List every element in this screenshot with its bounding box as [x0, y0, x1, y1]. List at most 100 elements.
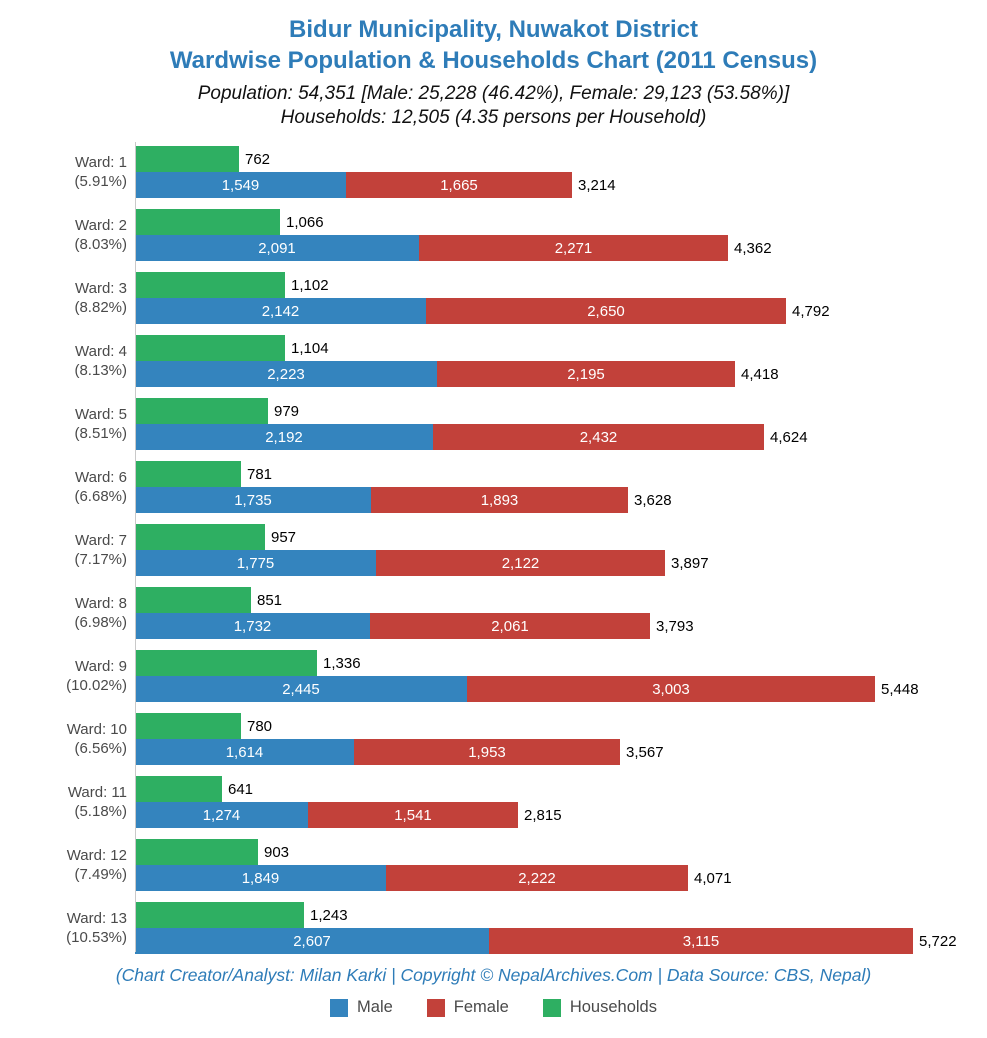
ward-row: Ward: 2 (8.03%) 1,066 2,091 2,271 4,362 [0, 209, 987, 261]
female-bar-segment: 1,665 [346, 172, 572, 198]
ward-percent-label: (10.53%) [66, 929, 127, 946]
households-bar [135, 272, 285, 298]
total-value-label: 4,418 [741, 365, 779, 383]
ward-percent-label: (6.56%) [74, 740, 127, 757]
plot-area: Ward: 1 (5.91%) 762 1,549 1,665 3,214 Ward: 2 (… [0, 146, 987, 954]
male-bar-segment: 1,849 [135, 865, 386, 891]
y-axis-label: Ward: 12 (7.49%) [0, 846, 135, 884]
ward-percent-label: (8.13%) [74, 362, 127, 379]
ward-bar-group: 1,066 2,091 2,271 4,362 [135, 209, 987, 261]
male-value-label: 1,614 [225, 743, 264, 761]
total-value-label: 4,624 [770, 428, 808, 446]
chart-subtitle: Population: 54,351 [Male: 25,228 (46.42%… [0, 82, 987, 130]
female-bar-segment: 3,003 [467, 676, 875, 702]
households-bar [135, 713, 241, 739]
female-bar-segment: 2,195 [437, 361, 735, 387]
y-axis-label: Ward: 8 (6.98%) [0, 594, 135, 632]
male-value-label: 1,274 [202, 806, 241, 824]
ward-row: Ward: 3 (8.82%) 1,102 2,142 2,650 4,792 [0, 272, 987, 324]
y-axis-label: Ward: 10 (6.56%) [0, 720, 135, 758]
ward-percent-label: (6.68%) [74, 488, 127, 505]
male-bar-segment: 1,614 [135, 739, 354, 765]
female-bar-segment: 2,650 [426, 298, 786, 324]
y-axis-label: Ward: 2 (8.03%) [0, 216, 135, 254]
ward-bar-group: 781 1,735 1,893 3,628 [135, 461, 987, 513]
ward-row: Ward: 12 (7.49%) 903 1,849 2,222 4,071 [0, 839, 987, 891]
y-axis-label: Ward: 1 (5.91%) [0, 153, 135, 191]
population-bar-line: 2,223 2,195 4,418 [135, 361, 987, 387]
ward-row: Ward: 11 (5.18%) 641 1,274 1,541 2,815 [0, 776, 987, 828]
ward-name-label: Ward: 13 [66, 910, 127, 927]
households-bar [135, 524, 265, 550]
ward-name-label: Ward: 2 [75, 217, 127, 234]
ward-bar-group: 1,104 2,223 2,195 4,418 [135, 335, 987, 387]
male-value-label: 1,735 [234, 491, 272, 509]
male-value-label: 2,223 [267, 365, 305, 383]
total-value-label: 3,897 [671, 554, 709, 572]
ward-percent-label: (5.91%) [74, 173, 127, 190]
total-value-label: 4,362 [734, 239, 772, 257]
ward-percent-label: (10.02%) [66, 677, 127, 694]
female-bar-segment: 3,115 [489, 928, 913, 954]
ward-row: Ward: 6 (6.68%) 781 1,735 1,893 3,628 [0, 461, 987, 513]
population-bar-line: 1,614 1,953 3,567 [135, 739, 987, 765]
ward-name-label: Ward: 12 [66, 847, 127, 864]
households-bar-line: 780 [135, 713, 987, 739]
households-bar [135, 902, 304, 928]
households-value-label: 780 [247, 717, 273, 735]
ward-percent-label: (8.03%) [74, 236, 127, 253]
total-value-label: 4,071 [694, 869, 732, 887]
total-value-label: 3,567 [626, 743, 664, 761]
population-bar-line: 1,775 2,122 3,897 [135, 550, 987, 576]
ward-percent-label: (7.17%) [74, 551, 127, 568]
female-value-label: 1,665 [440, 176, 478, 194]
male-bar-segment: 1,732 [135, 613, 370, 639]
households-value-label: 781 [247, 465, 273, 483]
female-swatch-icon [426, 998, 445, 1017]
households-bar-line: 957 [135, 524, 987, 550]
ward-bar-group: 780 1,614 1,953 3,567 [135, 713, 987, 765]
population-bar-line: 2,445 3,003 5,448 [135, 676, 987, 702]
female-bar-segment: 1,893 [371, 487, 628, 513]
ward-percent-label: (8.51%) [74, 425, 127, 442]
legend-item-female: Female [426, 998, 509, 1017]
ward-row: Ward: 13 (10.53%) 1,243 2,607 3,115 5,722 [0, 902, 987, 954]
male-bar-segment: 2,091 [135, 235, 419, 261]
households-bar-line: 1,102 [135, 272, 987, 298]
households-bar-line: 1,336 [135, 650, 987, 676]
ward-bar-group: 903 1,849 2,222 4,071 [135, 839, 987, 891]
households-bar-line: 1,243 [135, 902, 987, 928]
female-bar-segment: 2,122 [376, 550, 665, 576]
male-value-label: 1,775 [236, 554, 275, 572]
households-bar [135, 776, 222, 802]
ward-name-label: Ward: 8 [75, 595, 127, 612]
y-axis-label: Ward: 5 (8.51%) [0, 405, 135, 443]
households-bar [135, 335, 285, 361]
households-bar [135, 650, 317, 676]
legend-label-households: Households [569, 998, 657, 1016]
total-value-label: 2,815 [524, 806, 562, 824]
y-axis-label: Ward: 7 (7.17%) [0, 531, 135, 569]
female-value-label: 2,650 [587, 302, 625, 320]
households-value-label: 957 [271, 528, 297, 546]
chart-subtitle-line2: Households: 12,505 (4.35 persons per Hou… [280, 107, 707, 128]
male-bar-segment: 1,274 [135, 802, 308, 828]
ward-bar-group: 762 1,549 1,665 3,214 [135, 146, 987, 198]
female-value-label: 2,195 [567, 365, 605, 383]
legend-label-female: Female [453, 998, 509, 1016]
households-value-label: 1,066 [286, 213, 324, 231]
y-axis-label: Ward: 9 (10.02%) [0, 657, 135, 695]
male-bar-segment: 2,445 [135, 676, 467, 702]
female-value-label: 1,953 [468, 743, 506, 761]
households-bar [135, 146, 239, 172]
households-bar [135, 461, 241, 487]
male-value-label: 2,192 [265, 428, 303, 446]
legend-item-male: Male [330, 998, 393, 1017]
male-bar-segment: 2,142 [135, 298, 426, 324]
ward-row: Ward: 5 (8.51%) 979 2,192 2,432 4,624 [0, 398, 987, 450]
ward-name-label: Ward: 10 [66, 721, 127, 738]
population-bar-line: 2,607 3,115 5,722 [135, 928, 987, 954]
male-bar-segment: 1,775 [135, 550, 376, 576]
households-value-label: 1,336 [323, 654, 361, 672]
female-value-label: 2,061 [491, 617, 529, 635]
